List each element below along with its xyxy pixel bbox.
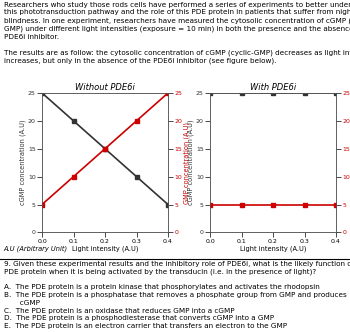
Text: A.U (Arbitrary Unit): A.U (Arbitrary Unit)	[4, 246, 68, 252]
Y-axis label: cGMP concentration (A.U): cGMP concentration (A.U)	[188, 120, 195, 206]
Y-axis label: GMP concentration (A.U): GMP concentration (A.U)	[183, 122, 190, 204]
X-axis label: Light intensity (A.U): Light intensity (A.U)	[72, 245, 138, 252]
Title: Without PDE6i: Without PDE6i	[75, 83, 135, 92]
Y-axis label: cGMP concentration (A.U): cGMP concentration (A.U)	[20, 120, 27, 206]
Title: With PDE6i: With PDE6i	[250, 83, 296, 92]
Text: 9. Given these experimental results and the inhibitory role of PDE6i, what is th: 9. Given these experimental results and …	[4, 261, 350, 332]
Text: Researchers who study those rods cells have performed a series of experiments to: Researchers who study those rods cells h…	[4, 2, 350, 64]
X-axis label: Light intensity (A.U): Light intensity (A.U)	[240, 245, 306, 252]
